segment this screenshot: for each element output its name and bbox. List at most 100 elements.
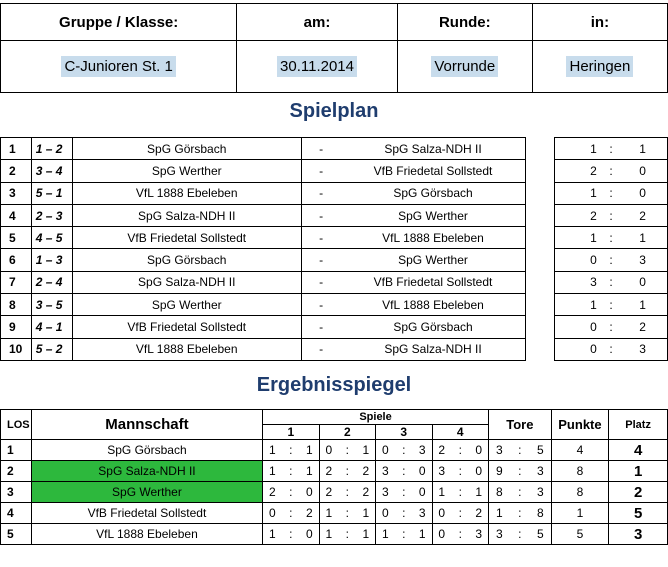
value-group: C-Junioren St. 1 <box>61 56 176 77</box>
game-4-score: : <box>451 502 470 524</box>
match-number: 8 <box>0 293 32 317</box>
home-goals: 3 <box>554 270 601 295</box>
team-name: SpG Werther <box>30 481 264 503</box>
los-number: 1 <box>0 439 32 461</box>
spacer <box>525 159 556 183</box>
away-team: VfB Friedetal Sollstedt <box>340 159 527 183</box>
game-4-score: : <box>451 523 470 545</box>
spacer <box>525 315 556 339</box>
ergebnis-table: LOS Mannschaft Spiele Tore Punkte Platz … <box>0 409 668 545</box>
match-pairing: 1 – 3 <box>30 248 73 272</box>
game-1-score: : <box>281 523 301 545</box>
match-number: 1 <box>0 136 32 161</box>
home-goals: 1 <box>554 293 601 317</box>
los-number: 2 <box>0 460 32 482</box>
ergebnis-title: Ergebnisspiegel <box>256 374 412 396</box>
home-team: SpG Werther <box>71 159 302 183</box>
game-3-score: 3 <box>375 460 395 482</box>
game-2-score: 2 <box>356 460 377 482</box>
header-punkte: Punkte <box>550 409 610 440</box>
game-2-score: 1 <box>356 439 377 461</box>
game-4-score: : <box>451 481 470 503</box>
points: 1 <box>550 502 610 524</box>
away-goals: 1 <box>621 226 668 250</box>
score-colon: : <box>600 159 622 183</box>
score-colon: : <box>600 337 622 361</box>
header-spiele: Spiele <box>262 409 489 425</box>
away-team: SpG Görsbach <box>340 181 527 205</box>
match-row: 10 5 – 2 VfL 1888 Ebeleben - SpG Salza-NDH I… <box>0 337 668 361</box>
team-name: SpG Görsbach <box>30 439 264 461</box>
game-3-score: 3 <box>413 439 433 461</box>
game-3-score: : <box>394 523 414 545</box>
points: 4 <box>550 439 610 461</box>
away-goals: 1 <box>621 136 668 161</box>
spacer <box>525 293 556 316</box>
away-team: SpG Werther <box>340 203 527 228</box>
vs-separator: - <box>301 136 341 161</box>
game-2-score: 0 <box>318 439 339 461</box>
score-colon: : <box>600 315 622 339</box>
home-team: VfB Friedetal Sollstedt <box>71 315 302 339</box>
score-colon: : <box>600 293 622 317</box>
game-4-score: 0 <box>431 523 452 545</box>
match-pairing: 4 – 1 <box>30 315 73 339</box>
match-pairing: 5 – 2 <box>30 337 73 361</box>
home-goals: 1 <box>554 181 601 205</box>
home-team: VfB Friedetal Sollstedt <box>71 226 302 250</box>
game-3-score: 1 <box>413 523 433 545</box>
game-2-score: : <box>338 523 357 545</box>
game-3-score: 1 <box>375 523 395 545</box>
standings-row: 4 VfB Friedetal Sollstedt 0:2 1:1 0:3 0:2 1:8 1… <box>0 502 668 524</box>
away-goals: 1 <box>621 293 668 317</box>
vs-separator: - <box>301 248 341 272</box>
game-2-score: 1 <box>356 502 377 524</box>
game-1-score: 1 <box>262 460 282 482</box>
away-goals: 2 <box>621 315 668 339</box>
points: 8 <box>550 481 610 503</box>
points: 8 <box>550 460 610 482</box>
label-round: Runde: <box>396 3 533 41</box>
spacer <box>525 271 556 294</box>
goals-total: 8 <box>487 481 510 503</box>
value-round: Vorrunde <box>431 56 499 77</box>
team-name: VfL 1888 Ebeleben <box>30 523 264 545</box>
goals-total: 8 <box>530 502 552 524</box>
header-table: Gruppe / Klasse: am: Runde: in: C-Junior… <box>0 3 668 93</box>
away-team: SpG Werther <box>340 248 527 272</box>
header-game-1: 1 <box>262 424 320 440</box>
home-goals: 2 <box>554 203 601 228</box>
game-2-score: 1 <box>356 523 377 545</box>
game-4-score: 0 <box>469 439 489 461</box>
game-2-score: : <box>338 502 357 524</box>
goals-total: 3 <box>487 439 510 461</box>
away-goals: 0 <box>621 270 668 295</box>
spacer <box>525 204 556 227</box>
header-team: Mannschaft <box>30 409 264 440</box>
game-4-score: 0 <box>469 460 489 482</box>
home-team: SpG Werther <box>71 293 302 317</box>
value-round-cell: Vorrunde <box>396 40 533 93</box>
label-location: in: <box>531 3 668 41</box>
score-colon: : <box>600 226 622 250</box>
game-2-score: : <box>338 460 357 482</box>
value-date-cell: 30.11.2014 <box>236 40 398 93</box>
game-1-score: 0 <box>300 481 320 503</box>
game-4-score: 2 <box>431 439 452 461</box>
match-pairing: 4 – 5 <box>30 226 73 250</box>
home-goals: 0 <box>554 248 601 272</box>
vs-separator: - <box>301 159 341 183</box>
los-number: 4 <box>0 502 32 524</box>
goals-total: : <box>509 502 531 524</box>
game-2-score: 2 <box>356 481 377 503</box>
score-colon: : <box>600 203 622 228</box>
away-goals: 0 <box>621 181 668 205</box>
vs-separator: - <box>301 270 341 295</box>
game-4-score: 1 <box>431 481 452 503</box>
game-3-score: 3 <box>375 481 395 503</box>
